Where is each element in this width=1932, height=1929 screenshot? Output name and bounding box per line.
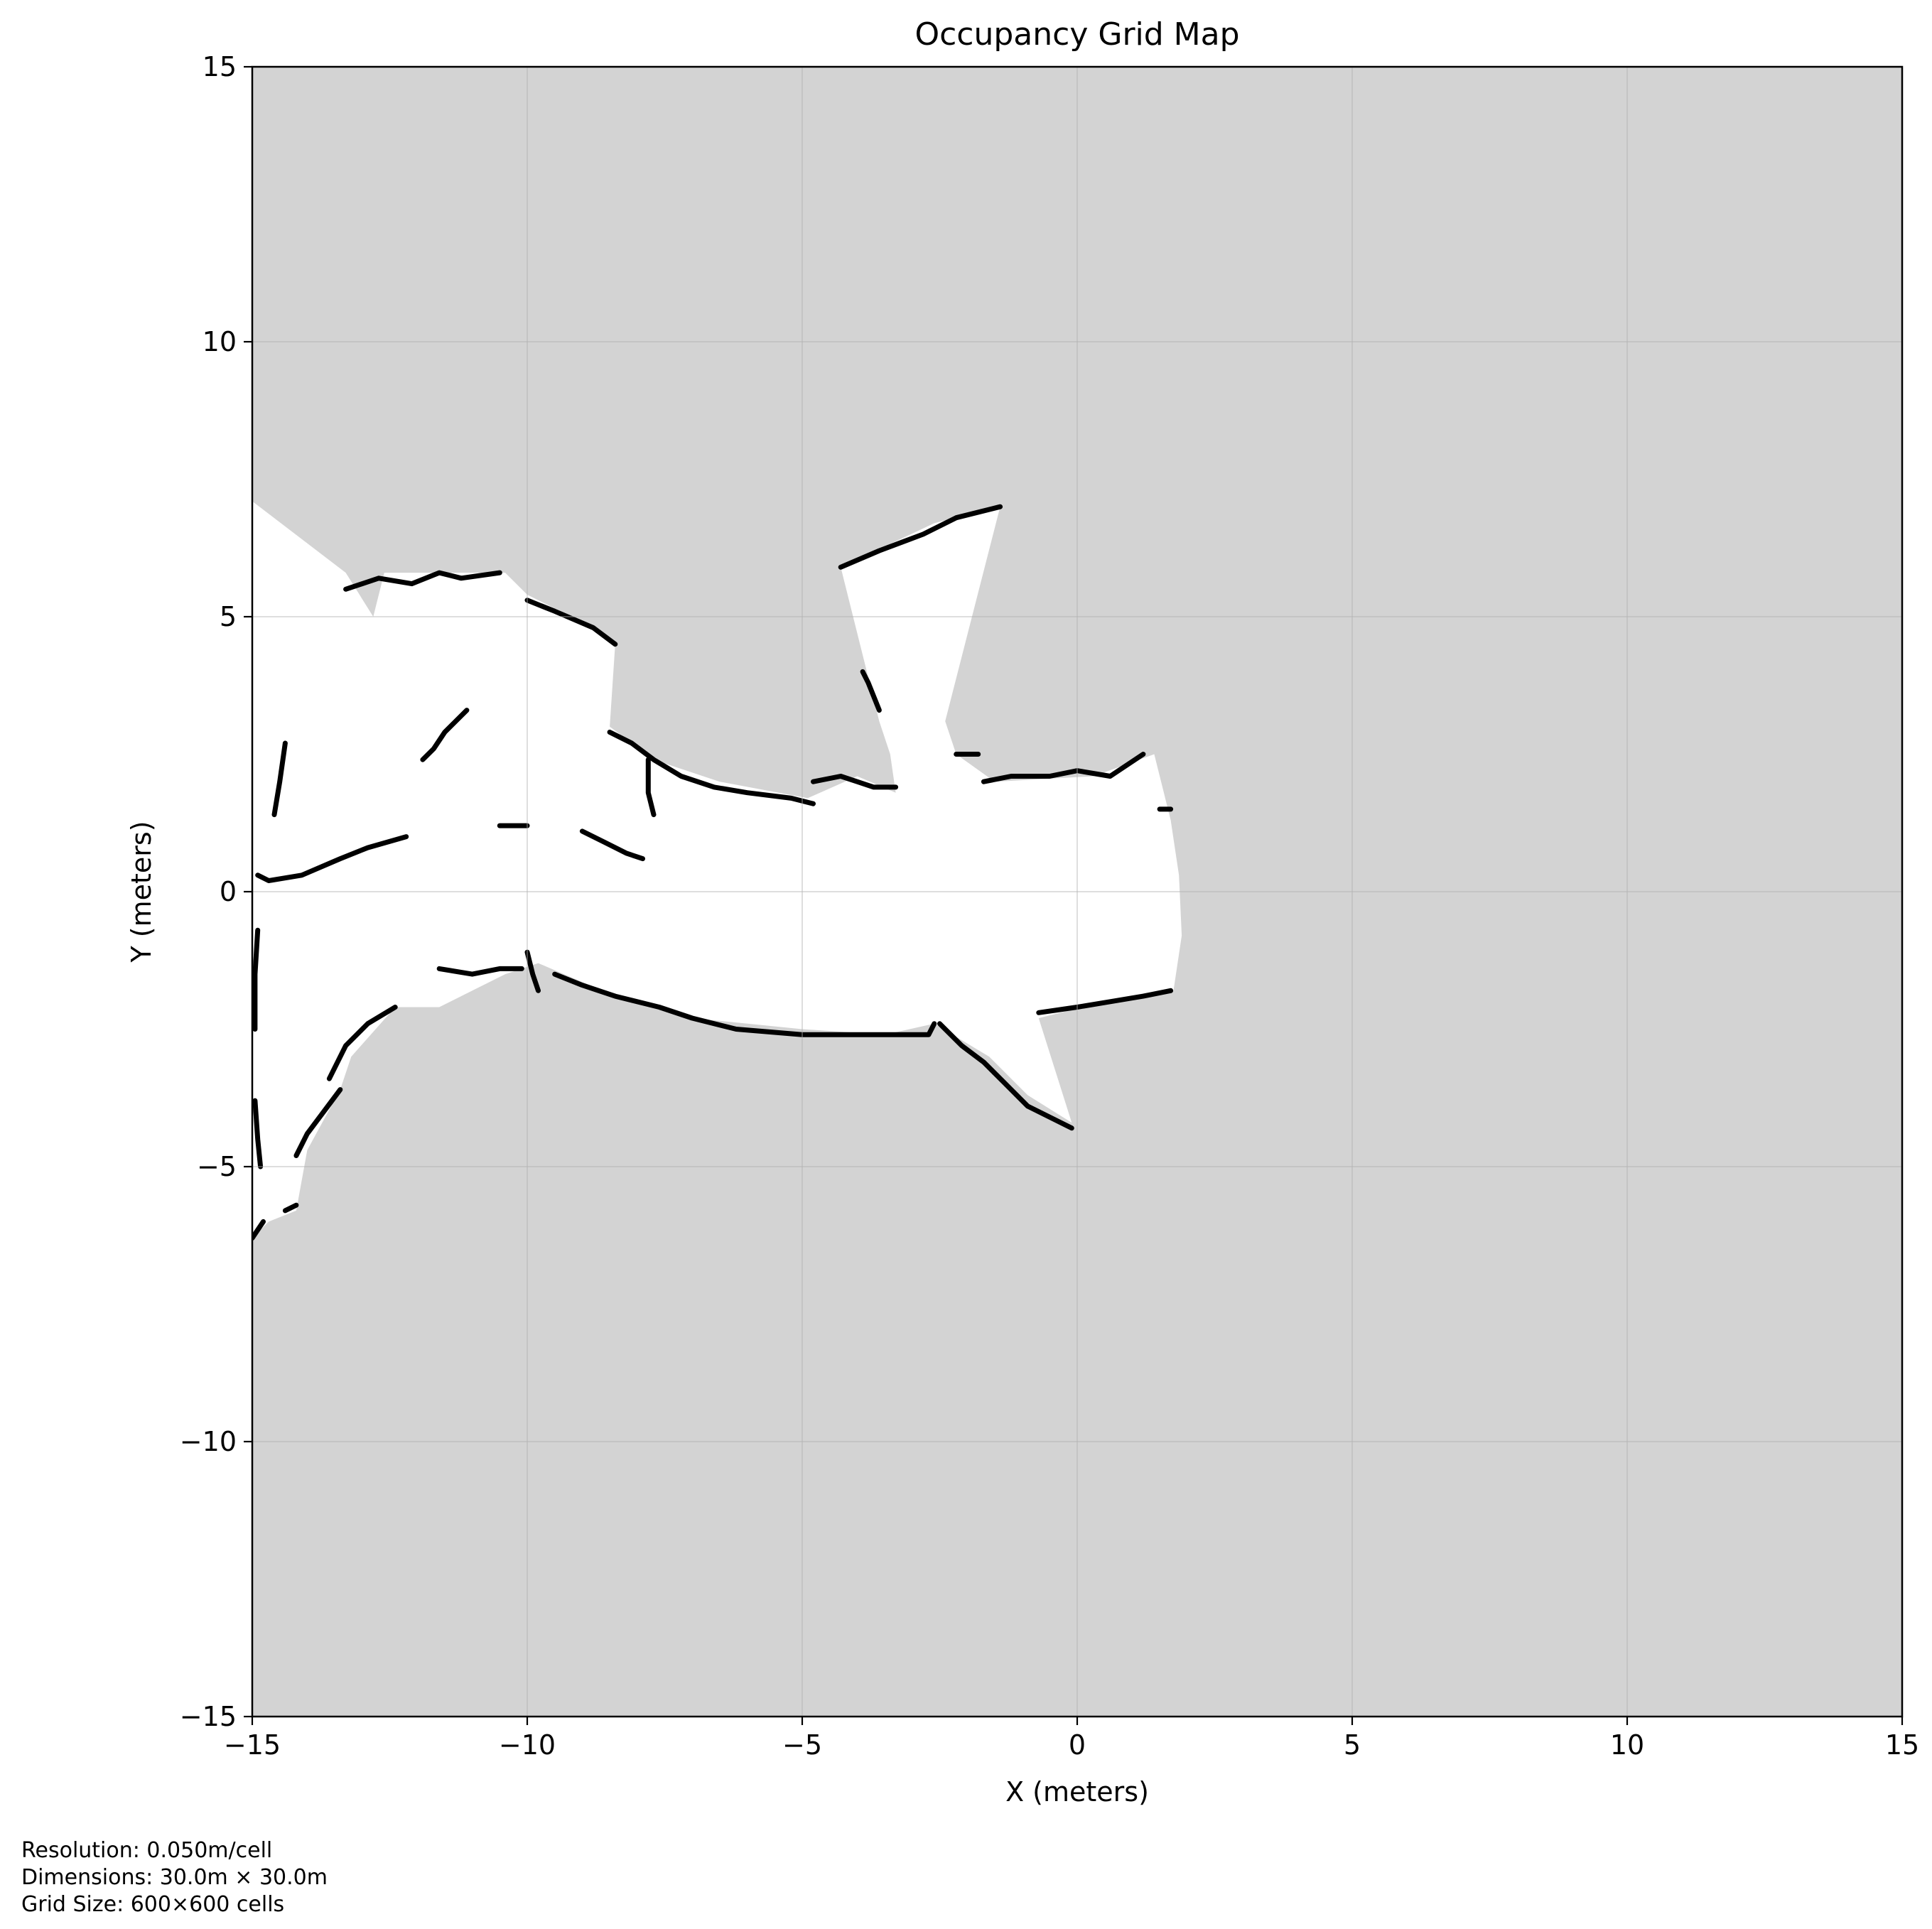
- y-tick-label: 0: [220, 876, 237, 907]
- occupied-cells: [860, 669, 882, 713]
- y-tick-label: 5: [220, 601, 237, 632]
- y-tick-label: −5: [197, 1151, 237, 1182]
- x-tick-label: 10: [1610, 1729, 1644, 1761]
- grid-size-info: Grid Size: 600×600 cells: [21, 1892, 285, 1917]
- gridlines: [252, 67, 1902, 1717]
- occupied-cells: [524, 598, 618, 647]
- x-tick-label: −15: [224, 1729, 281, 1761]
- occupied-cells: [271, 740, 288, 818]
- x-tick-label: 5: [1344, 1729, 1361, 1761]
- occupied-cells: [436, 966, 524, 977]
- map-layer: [252, 501, 1182, 1241]
- occupied-cells: [607, 730, 816, 806]
- dimensions-info: Dimensions: 30.0m × 30.0m: [21, 1865, 328, 1890]
- occupied-cells: [252, 927, 261, 1032]
- occupied-cells: [937, 1021, 1074, 1131]
- occupied-cells: [838, 504, 1003, 570]
- y-axis-label: Y (meters): [126, 821, 157, 963]
- x-tick-label: −5: [782, 1729, 822, 1761]
- occupied-cells: [343, 570, 502, 592]
- chart-title: Occupancy Grid Map: [914, 16, 1239, 53]
- x-axis-label: X (meters): [1005, 1776, 1149, 1808]
- occupied-cells: [981, 752, 1146, 784]
- occupied-cells: [252, 1219, 266, 1241]
- occupied-cells: [579, 828, 645, 862]
- occupied-cells: [255, 834, 409, 883]
- occupied-cells: [252, 1098, 264, 1169]
- occupied-cells: [645, 757, 657, 818]
- x-tick-label: −10: [499, 1729, 556, 1761]
- occupied-cells: [326, 1005, 398, 1081]
- y-tick-label: 10: [203, 326, 237, 357]
- occupied-cells: [420, 708, 470, 762]
- free-space-region: [252, 501, 1182, 1238]
- axis-ticks: −15 −10 −5 0 5 10 15 −15 −10 −5 0 5 10 15: [180, 51, 1919, 1761]
- x-tick-label: 15: [1885, 1729, 1919, 1761]
- occupied-cells: [282, 1202, 299, 1214]
- occupied-cells: [293, 1087, 343, 1158]
- resolution-info: Resolution: 0.050m/cell: [21, 1838, 273, 1863]
- y-tick-label: 15: [203, 51, 237, 82]
- y-tick-label: −10: [180, 1426, 237, 1457]
- occupied-cells: [1036, 988, 1174, 1015]
- occupied-cells: [552, 971, 937, 1037]
- y-tick-label: −15: [180, 1701, 237, 1732]
- occupied-cells: [524, 949, 541, 993]
- x-tick-label: 0: [1069, 1729, 1086, 1761]
- occupied-cells: [811, 774, 899, 790]
